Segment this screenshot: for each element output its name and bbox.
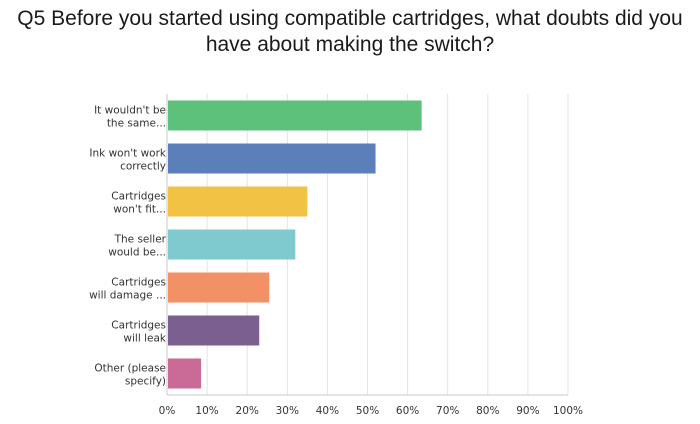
bar xyxy=(168,358,202,389)
x-tick-label: 100% xyxy=(553,405,583,417)
category-label: It wouldn't be the same... xyxy=(94,105,166,130)
x-tick-labels: 0% 10% 20% 30% 40% 50% 60% 70% 80% 90% 100% xyxy=(159,405,583,417)
x-tick-label: 60% xyxy=(396,405,419,417)
chart-title-line-1: Q5 Before you started using compatible c… xyxy=(17,7,683,30)
bar xyxy=(168,143,376,174)
bar xyxy=(168,315,260,346)
x-tick-label: 40% xyxy=(316,405,339,417)
category-label: Other (please specify) xyxy=(94,363,166,388)
category-label: Cartridges will damage ... xyxy=(89,277,166,302)
chart-title-line-2: have about making the switch? xyxy=(205,33,495,56)
bar xyxy=(168,229,296,260)
x-tick-label: 10% xyxy=(195,405,218,417)
x-tick-label: 30% xyxy=(276,405,299,417)
category-labels: It wouldn't be the same... Ink won't work c… xyxy=(89,105,167,388)
x-tick-label: 0% xyxy=(159,405,176,417)
x-tick-label: 90% xyxy=(516,405,539,417)
chart-title: Q5 Before you started using compatible c… xyxy=(0,6,700,58)
x-tick-label: 80% xyxy=(476,405,499,417)
category-label: The seller would be... xyxy=(108,234,166,259)
bar xyxy=(168,100,422,131)
x-tick-label: 50% xyxy=(356,405,379,417)
x-tick-label: 70% xyxy=(436,405,459,417)
bar xyxy=(168,272,270,303)
bars xyxy=(168,100,422,389)
category-label: Cartridges won't fit... xyxy=(111,191,166,216)
category-label: Cartridges will leak xyxy=(111,320,167,345)
bar xyxy=(168,186,308,217)
x-tick-label: 20% xyxy=(236,405,259,417)
category-label: Ink won't work correctly xyxy=(89,148,167,173)
